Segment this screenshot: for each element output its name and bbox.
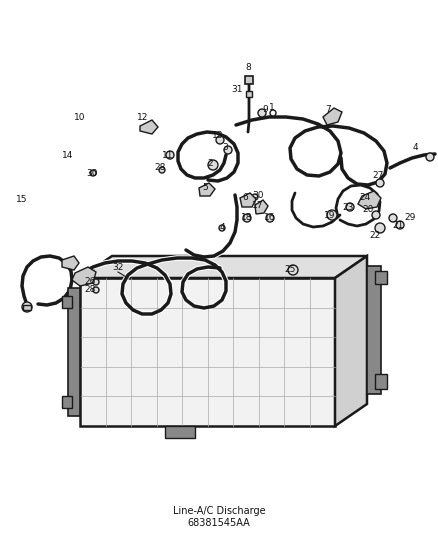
Text: 20: 20: [362, 206, 374, 214]
Polygon shape: [140, 120, 158, 134]
Polygon shape: [335, 256, 367, 426]
Text: 8: 8: [245, 63, 251, 72]
Polygon shape: [72, 267, 96, 286]
Polygon shape: [62, 296, 72, 308]
Text: 24: 24: [359, 193, 371, 203]
Circle shape: [159, 167, 165, 173]
Circle shape: [22, 302, 32, 312]
Text: 12: 12: [137, 114, 148, 123]
Polygon shape: [255, 200, 268, 214]
Bar: [246, 91, 252, 97]
Text: 30: 30: [86, 168, 98, 177]
Polygon shape: [165, 426, 195, 438]
Text: 15: 15: [16, 196, 28, 205]
Circle shape: [389, 214, 397, 222]
Circle shape: [93, 279, 99, 285]
Text: 21: 21: [392, 221, 404, 230]
Text: 27: 27: [372, 171, 384, 180]
Polygon shape: [80, 278, 335, 426]
Text: 28: 28: [84, 286, 95, 295]
Text: 26: 26: [84, 278, 95, 287]
Circle shape: [219, 225, 225, 231]
Polygon shape: [375, 374, 387, 389]
Text: 3: 3: [222, 143, 228, 152]
Circle shape: [224, 146, 232, 154]
Text: 4: 4: [219, 223, 225, 232]
Text: 13: 13: [212, 131, 224, 140]
Circle shape: [93, 287, 99, 293]
Circle shape: [208, 160, 218, 170]
Text: 32: 32: [112, 263, 124, 272]
Text: 31: 31: [231, 85, 243, 94]
Text: 22: 22: [369, 230, 381, 239]
Circle shape: [90, 170, 96, 176]
Circle shape: [426, 153, 434, 161]
Text: 18: 18: [241, 214, 253, 222]
Text: 17: 17: [252, 200, 264, 209]
Polygon shape: [80, 256, 367, 278]
Text: 25: 25: [284, 265, 296, 274]
Text: 5: 5: [202, 182, 208, 191]
Text: 6: 6: [242, 193, 248, 203]
Text: 10: 10: [74, 114, 86, 123]
Polygon shape: [323, 108, 342, 125]
Text: 30: 30: [252, 190, 264, 199]
Polygon shape: [62, 256, 79, 270]
Text: 28: 28: [154, 164, 166, 173]
Circle shape: [376, 179, 384, 187]
Circle shape: [258, 109, 266, 117]
Text: 4: 4: [412, 143, 418, 152]
Circle shape: [288, 265, 298, 275]
Circle shape: [375, 223, 385, 233]
Circle shape: [396, 221, 404, 229]
Polygon shape: [367, 266, 381, 394]
Text: 7: 7: [325, 106, 331, 115]
Text: 2: 2: [207, 158, 213, 167]
Bar: [245, 76, 253, 84]
Circle shape: [327, 210, 337, 220]
Circle shape: [166, 151, 174, 159]
Polygon shape: [62, 396, 72, 408]
Text: 11: 11: [162, 150, 174, 159]
Polygon shape: [68, 288, 80, 416]
Polygon shape: [358, 191, 381, 209]
Text: 16: 16: [264, 214, 276, 222]
Circle shape: [346, 203, 354, 211]
Circle shape: [243, 214, 251, 222]
Polygon shape: [240, 193, 256, 207]
Circle shape: [252, 194, 258, 200]
Text: 29: 29: [404, 214, 416, 222]
Circle shape: [372, 211, 380, 219]
Circle shape: [270, 110, 276, 116]
Text: 68381545AA: 68381545AA: [187, 518, 251, 528]
Text: Line-A/C Discharge: Line-A/C Discharge: [173, 506, 265, 516]
Text: 1: 1: [269, 103, 275, 112]
Text: 19: 19: [324, 211, 336, 220]
Text: 9: 9: [262, 106, 268, 115]
Text: 23: 23: [343, 203, 354, 212]
Circle shape: [216, 136, 224, 144]
Text: 14: 14: [62, 150, 74, 159]
Circle shape: [266, 214, 274, 222]
Polygon shape: [375, 271, 387, 284]
Bar: [23, 304, 31, 310]
Polygon shape: [199, 183, 215, 196]
